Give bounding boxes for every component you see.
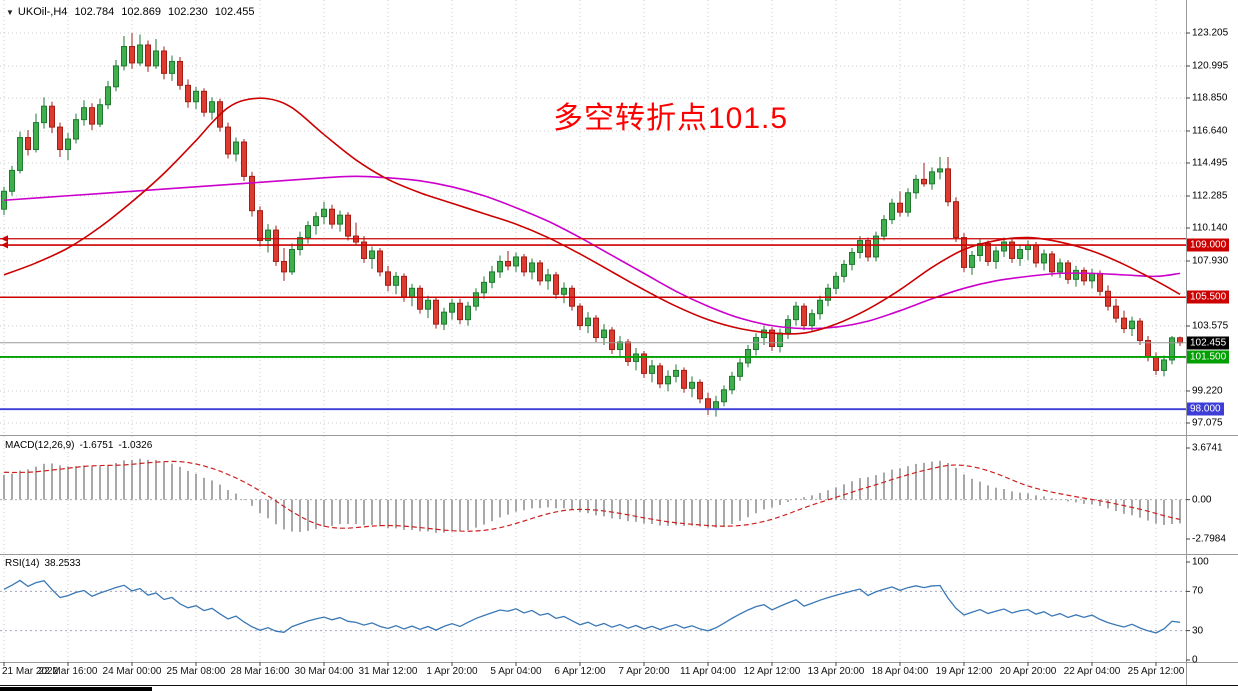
price-tick-label: 107.930 bbox=[1192, 255, 1229, 267]
time-axis-label: 13 Apr 20:00 bbox=[807, 666, 865, 677]
rsi-value: 38.2533 bbox=[44, 558, 81, 569]
time-axis-label: 25 Apr 12:00 bbox=[1127, 666, 1185, 677]
time-axis-label: 21 Mar 2022 bbox=[2, 666, 59, 677]
macd-label: MACD(12,26,9) -1.6751 -1.0326 bbox=[5, 440, 157, 451]
time-axis-label: 12 Apr 12:00 bbox=[743, 666, 801, 677]
ohlc-high: 102.869 bbox=[121, 6, 161, 18]
time-axis-label: 22 Apr 04:00 bbox=[1063, 666, 1121, 677]
price-tick-label: 97.075 bbox=[1192, 417, 1223, 429]
price-tick-label: 103.575 bbox=[1192, 320, 1229, 332]
time-axis-label: 1 Apr 20:00 bbox=[426, 666, 478, 677]
time-axis-label: 30 Mar 04:00 bbox=[294, 666, 354, 677]
symbol-timeframe: UKOil-,H4 bbox=[17, 6, 68, 18]
rsi-label: RSI(14) 38.2533 bbox=[5, 558, 86, 569]
rsi-tick-label: 0 bbox=[1192, 654, 1198, 666]
ohlc-open: 102.784 bbox=[74, 6, 115, 18]
macd-tick-label: 0.00 bbox=[1192, 494, 1212, 506]
price-tick-label: 112.285 bbox=[1192, 190, 1228, 202]
price-tick-label: 110.140 bbox=[1192, 222, 1228, 234]
time-axis-label: 7 Apr 20:00 bbox=[618, 666, 670, 677]
price-tick-label: 120.995 bbox=[1192, 60, 1229, 72]
annotation-text: 多空转折点101.5 bbox=[553, 102, 789, 135]
time-axis-label: 31 Mar 12:00 bbox=[358, 666, 418, 677]
price-tick-label: 99.220 bbox=[1192, 385, 1223, 397]
ohlc-low: 102.230 bbox=[167, 6, 208, 18]
macd-tick-label: 3.6741 bbox=[1192, 442, 1223, 454]
time-axis-label: 5 Apr 04:00 bbox=[490, 666, 542, 677]
dropdown-arrow-icon: ▼ bbox=[6, 7, 14, 17]
time-axis-label: 25 Mar 08:00 bbox=[166, 666, 226, 677]
time-axis-label: 22 Mar 16:00 bbox=[38, 666, 98, 677]
price-marker-label: 109.000 bbox=[1187, 238, 1230, 252]
macd-tick-label: -2.7984 bbox=[1192, 533, 1226, 545]
price-tick-label: 116.640 bbox=[1192, 125, 1228, 137]
h-scrollbar-thumb[interactable] bbox=[0, 687, 152, 691]
macd-signal-value: -1.0326 bbox=[118, 440, 153, 451]
price-marker-label: 105.500 bbox=[1187, 290, 1230, 304]
time-axis-label: 24 Mar 00:00 bbox=[102, 666, 162, 677]
time-axis-label: 19 Apr 12:00 bbox=[935, 666, 993, 677]
rsi-tick-label: 30 bbox=[1192, 625, 1204, 637]
time-axis-label: 11 Apr 04:00 bbox=[680, 666, 736, 677]
time-axis-label: 28 Mar 16:00 bbox=[230, 666, 290, 677]
time-axis-label: 6 Apr 12:00 bbox=[554, 666, 606, 677]
price-marker-label: 98.000 bbox=[1187, 402, 1224, 416]
macd-main-value: -1.6751 bbox=[79, 440, 114, 451]
macd-name: MACD(12,26,9) bbox=[5, 440, 75, 451]
rsi-name: RSI(14) bbox=[5, 558, 40, 569]
price-tick-label: 114.495 bbox=[1192, 157, 1228, 169]
current-price-label: 102.455 bbox=[1187, 336, 1230, 350]
price-tick-label: 118.850 bbox=[1192, 92, 1228, 104]
rsi-tick-label: 70 bbox=[1192, 585, 1204, 597]
price-marker-label: 101.500 bbox=[1187, 350, 1230, 364]
time-axis-label: 20 Apr 20:00 bbox=[999, 666, 1057, 677]
time-axis-label: 18 Apr 04:00 bbox=[871, 666, 929, 677]
rsi-tick-label: 100 bbox=[1192, 556, 1209, 568]
chart-header: ▼ UKOil-,H4 102.784 102.869 102.230 102.… bbox=[6, 6, 255, 18]
ohlc-close: 102.455 bbox=[214, 6, 255, 18]
price-tick-label: 123.205 bbox=[1192, 27, 1229, 39]
